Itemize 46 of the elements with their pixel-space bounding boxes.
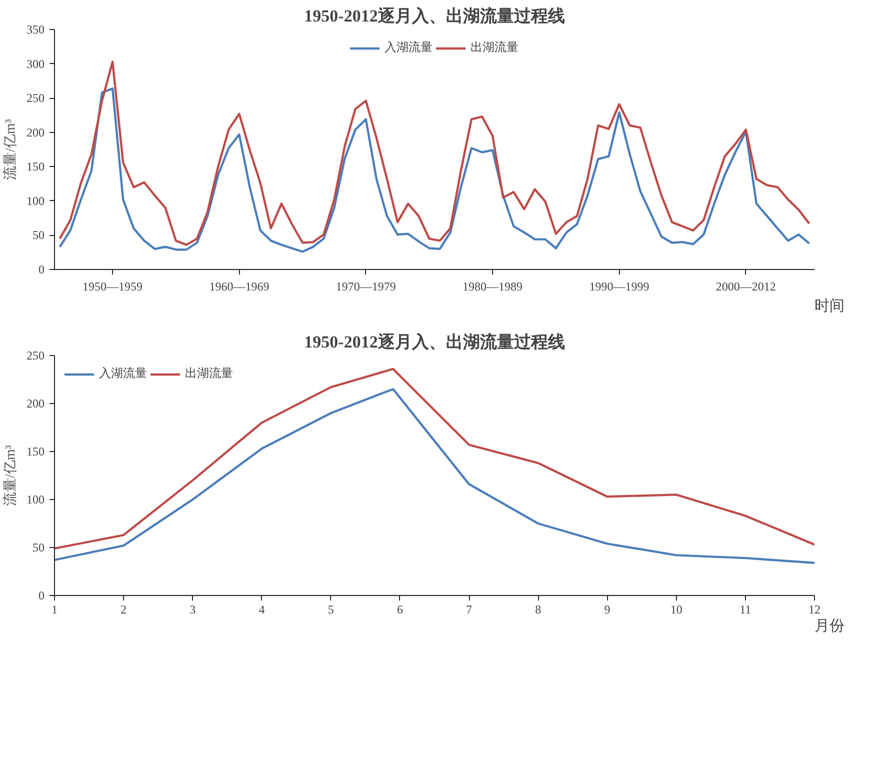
y-tick-label: 0 [38,588,44,602]
x-tick-label: 2 [120,602,127,616]
legend-label: 入湖流量 [99,365,147,382]
line-series [58,60,810,246]
y-tick-label: 0 [38,262,44,276]
x-tick-label: 4 [258,602,265,616]
chart-title: 1950-2012逐月入、出湖流量过程线 [304,6,565,26]
line-series [54,368,814,550]
y-tick-label: 200 [26,125,44,140]
x-tick-label: 9 [604,602,610,616]
x-tick-label: 1960—1969 [209,280,270,294]
x-tick-label: 3 [190,602,196,616]
y-tick-label: 200 [26,396,44,410]
y-axis-title: 流量/亿m³ [2,445,18,506]
y-tick-label: 250 [26,348,44,362]
y-tick-label: 350 [26,22,44,36]
x-tick-label: 1950—1959 [82,280,143,294]
x-tick-label: 1 [52,602,58,616]
x-tick-label: 1980—1989 [462,280,523,294]
x-axis-title: 月份 [814,618,844,634]
x-tick-label: 8 [535,602,542,616]
x-axis-title: 时间 [814,298,844,314]
x-tick-label: 11 [740,602,752,616]
y-tick-label: 100 [26,194,44,208]
y-tick-label: 300 [26,56,44,71]
chart-title: 1950-2012逐月入、出湖流量过程线 [304,332,565,352]
x-tick-label: 6 [396,602,403,616]
y-tick-label: 250 [26,91,44,106]
y-tick-label: 50 [32,228,44,242]
x-tick-label: 2000—2012 [716,280,776,294]
y-tick-label: 100 [26,492,44,506]
x-tick-label: 10 [670,602,682,616]
y-tick-label: 150 [26,160,44,174]
x-tick-label: 7 [466,602,472,616]
legend-label: 出湖流量 [470,39,518,56]
y-tick-label: 50 [32,540,44,554]
y-axis-title: 流量/亿m³ [2,119,18,180]
line-series [54,388,814,564]
y-tick-label: 150 [26,444,44,458]
legend-label: 入湖流量 [384,39,432,56]
x-tick-label: 1970—1979 [336,280,396,294]
legend-label: 出湖流量 [185,365,233,382]
x-tick-label: 12 [808,602,820,616]
x-tick-label: 5 [328,602,334,616]
x-tick-label: 1990—1999 [589,280,650,294]
line-series [58,87,810,253]
